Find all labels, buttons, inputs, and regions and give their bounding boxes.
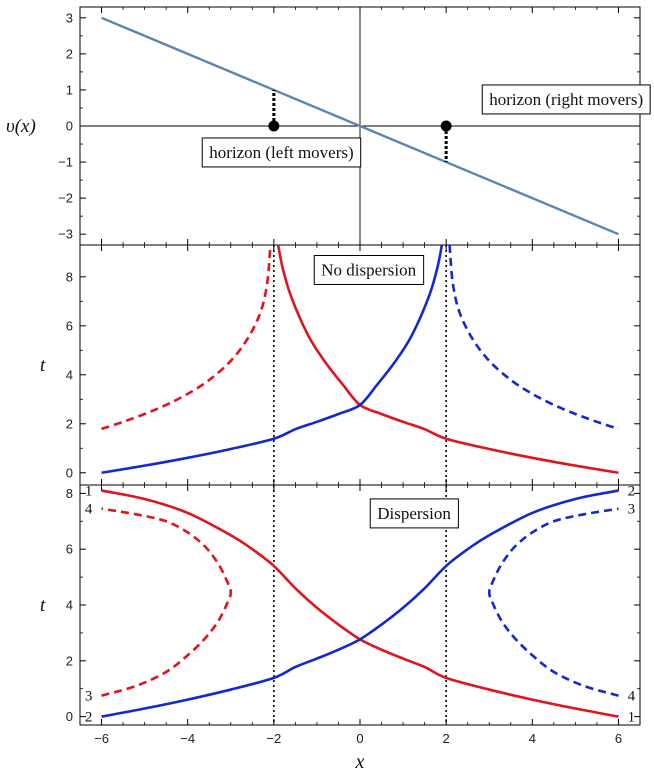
y-tick-label: 6 [66, 318, 73, 333]
curve-number-label: 4 [628, 689, 636, 705]
curve-number-label: 1 [85, 484, 93, 500]
series-line-0 [276, 245, 619, 475]
y-tick-label: 4 [66, 367, 73, 382]
annotation-box [313, 254, 425, 285]
horizon-marker [440, 120, 452, 132]
series-line-0 [101, 489, 619, 718]
y-tick-label: −2 [58, 191, 73, 206]
curve-number-label: 2 [85, 710, 93, 726]
curve-number-label: 4 [85, 502, 93, 518]
curve-number-label: 3 [628, 502, 636, 518]
y-tick-label: 2 [66, 46, 73, 61]
y-tick-label: 2 [66, 416, 73, 431]
series-line-3 [487, 507, 619, 697]
x-tick-label: −6 [94, 731, 109, 746]
series-line-2 [101, 507, 233, 697]
annotation-label: horizon (left movers) [209, 143, 353, 162]
series-line-3 [448, 245, 619, 431]
annotation-box [481, 84, 651, 115]
y-tick-label: 1 [66, 82, 73, 97]
y-tick-label: 4 [66, 598, 73, 613]
annotation-box [201, 137, 362, 168]
y-tick-label: 0 [66, 465, 73, 480]
annotation-label: No dispersion [321, 260, 416, 279]
curve-number-label: 2 [628, 484, 636, 500]
y-tick-label: 8 [66, 269, 73, 284]
series-line-1 [101, 489, 619, 718]
x-tick-label: 0 [356, 731, 363, 746]
y-axis-label: υ(x) [6, 116, 36, 137]
y-tick-label: 2 [66, 653, 73, 668]
horizon-marker [268, 120, 280, 132]
x-tick-label: −4 [180, 731, 195, 746]
curve-number-label: 3 [85, 689, 93, 705]
annotation-label: Dispersion [377, 504, 451, 523]
x-tick-label: −2 [266, 731, 281, 746]
y-tick-label: −1 [58, 155, 73, 170]
panel-top-velocity: −3 −2 −1 0 1 2 3 υ(x) horizon (right movers) hori… [6, 6, 651, 246]
y-axis-label: t [40, 595, 46, 616]
x-tick-label: 2 [443, 731, 450, 746]
y-tick-label: 0 [66, 119, 73, 134]
series-line-2 [101, 245, 272, 431]
x-tick-label: 4 [529, 731, 536, 746]
curve-number-label: 1 [628, 710, 636, 726]
x-axis-label: x [355, 751, 365, 773]
y-tick-label: 6 [66, 542, 73, 557]
annotation-label: horizon (right movers) [489, 90, 643, 109]
annotation-box [369, 498, 459, 529]
y-tick-label: −3 [58, 227, 73, 242]
y-tick-label: 8 [66, 486, 73, 501]
x-tick-label: 6 [615, 731, 622, 746]
y-axis-label: t [40, 355, 46, 376]
series-line-0 [101, 16, 619, 236]
series-line-1 [101, 245, 444, 475]
y-tick-label: 0 [66, 709, 73, 724]
panel-middle-no-dispersion: 0 2 4 6 8 t No dispersion [40, 244, 641, 486]
y-tick-label: 3 [66, 10, 73, 25]
